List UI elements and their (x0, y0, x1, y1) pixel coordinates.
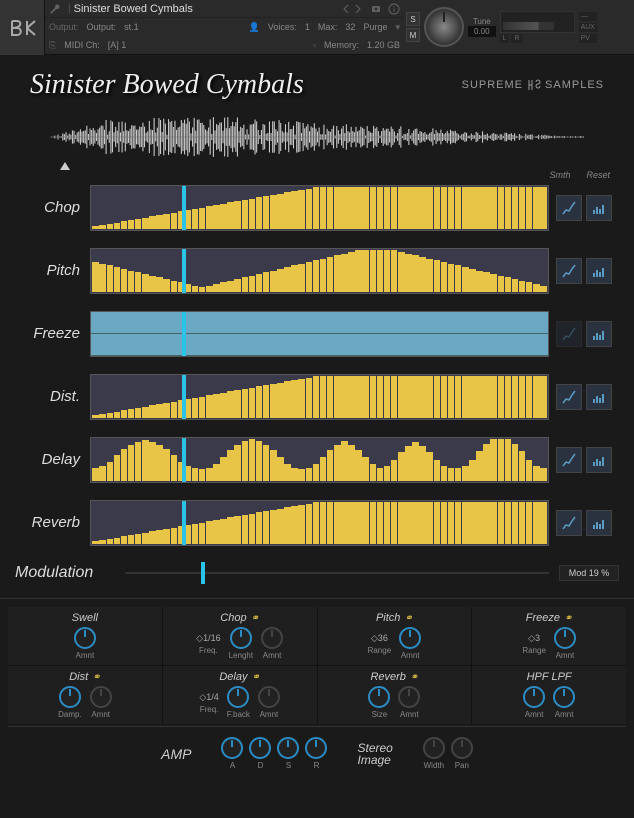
link-icon[interactable]: ⚭ (564, 613, 572, 624)
freeze-sequencer[interactable] (90, 311, 549, 357)
f.back-knob[interactable] (227, 686, 249, 708)
voices-max[interactable]: 32 (345, 22, 355, 32)
wrench-icon[interactable] (49, 3, 61, 15)
stereo-label: StereoImage (357, 742, 392, 766)
reset-button[interactable] (586, 195, 612, 221)
fx-reverb: Reverb⚭SizeAmnt (318, 666, 472, 724)
link-icon[interactable]: ⚭ (410, 672, 418, 683)
amnt-knob[interactable] (553, 686, 575, 708)
dist.-sequencer[interactable] (90, 374, 549, 420)
instrument-name[interactable]: Sinister Bowed Cymbals (74, 3, 340, 15)
link-icon[interactable]: ⚭ (404, 613, 412, 624)
link-icon[interactable]: ⚭ (92, 672, 100, 683)
freq-value[interactable]: ◇1/16 (196, 633, 220, 644)
seq-label-freeze: Freeze (15, 325, 90, 342)
midi-value[interactable]: [A] 1 (108, 40, 127, 50)
seq-label-reverb: Reverb (15, 514, 90, 531)
voices-value: 1 (305, 22, 310, 32)
waveform-marker[interactable] (60, 162, 70, 170)
lenght-knob[interactable] (230, 627, 252, 649)
memory-value: 1.20 GB (367, 40, 400, 50)
mute-button[interactable]: M (406, 28, 420, 42)
adsr-r-knob[interactable] (305, 737, 327, 759)
reset-button[interactable] (586, 510, 612, 536)
delay-sequencer[interactable] (90, 437, 549, 483)
size-knob[interactable] (368, 686, 390, 708)
chop-sequencer[interactable] (90, 185, 549, 231)
amnt-knob[interactable] (523, 686, 545, 708)
freq-value[interactable]: ◇3 (528, 633, 540, 644)
amp-label: AMP (161, 746, 191, 762)
waveform-display[interactable] (50, 115, 584, 170)
fx-hpf-lpf: HPF LPFAmntAmnt (472, 666, 626, 724)
tune-value[interactable]: 0.00 (468, 26, 496, 37)
adsr-a-knob[interactable] (221, 737, 243, 759)
amnt-knob[interactable] (554, 627, 576, 649)
amnt-knob[interactable] (258, 686, 280, 708)
output-label: Output: (49, 22, 79, 32)
kontakt-header: | Sinister Bowed Cymbals i Output: Outpu… (0, 0, 634, 55)
reset-button[interactable] (586, 384, 612, 410)
seq-label-delay: Delay (15, 451, 90, 468)
width-knob[interactable] (423, 737, 445, 759)
svg-text:i: i (393, 5, 395, 14)
pitch-sequencer[interactable] (90, 248, 549, 294)
damp.-knob[interactable] (59, 686, 81, 708)
tune-knob[interactable] (424, 7, 464, 47)
adsr-s-knob[interactable] (277, 737, 299, 759)
next-icon[interactable] (352, 3, 364, 15)
fx-freeze: Freeze⚭◇3RangeAmnt (472, 607, 626, 665)
pan-knob[interactable] (451, 737, 473, 759)
modulation-slider[interactable] (125, 572, 549, 574)
freq-value[interactable]: ◇1/4 (199, 692, 218, 703)
smooth-button[interactable] (556, 447, 582, 473)
smooth-button[interactable] (556, 258, 582, 284)
purge-menu[interactable]: Purge (363, 22, 387, 32)
page-title: Sinister Bowed Cymbals (30, 69, 304, 101)
amnt-knob[interactable] (90, 686, 112, 708)
snapshot-icon[interactable] (370, 3, 382, 15)
level-meter[interactable] (500, 11, 575, 33)
fx-pitch: Pitch⚭◇36RangeAmnt (318, 607, 472, 665)
amnt-knob[interactable] (398, 686, 420, 708)
prev-icon[interactable] (340, 3, 352, 15)
logo-box[interactable] (0, 0, 45, 55)
amnt-knob[interactable] (399, 627, 421, 649)
solo-button[interactable]: S (406, 12, 420, 26)
reset-button[interactable] (586, 447, 612, 473)
fx-dist: Dist⚭Damp.Amnt (8, 666, 162, 724)
amnt-knob[interactable] (74, 627, 96, 649)
output-value[interactable]: st.1 (124, 22, 139, 32)
seq-label-pitch: Pitch (15, 262, 90, 279)
smooth-button[interactable] (556, 510, 582, 536)
smooth-button[interactable] (556, 195, 582, 221)
link-icon[interactable]: ⚭ (251, 613, 259, 624)
amnt-knob[interactable] (261, 627, 283, 649)
freq-value[interactable]: ◇36 (371, 633, 388, 644)
smooth-button[interactable] (556, 321, 582, 347)
modulation-value: Mod 19 % (559, 565, 619, 581)
fx-swell: SwellAmnt (8, 607, 162, 665)
seq-label-dist.: Dist. (15, 388, 90, 405)
reset-button[interactable] (586, 258, 612, 284)
reverb-sequencer[interactable] (90, 500, 549, 546)
fx-delay: Delay⚭◇1/4Freq.F.backAmnt (163, 666, 317, 724)
smooth-button[interactable] (556, 384, 582, 410)
brand-logo: SUPREMESAMPLES (462, 78, 604, 92)
seq-label-chop: Chop (15, 199, 90, 216)
modulation-label: Modulation (15, 564, 115, 582)
info-icon[interactable]: i (388, 3, 400, 15)
reset-button[interactable] (586, 321, 612, 347)
adsr-d-knob[interactable] (249, 737, 271, 759)
link-icon[interactable]: ⚭ (251, 672, 259, 683)
fx-chop: Chop⚭◇1/16Freq.LenghtAmnt (163, 607, 317, 665)
